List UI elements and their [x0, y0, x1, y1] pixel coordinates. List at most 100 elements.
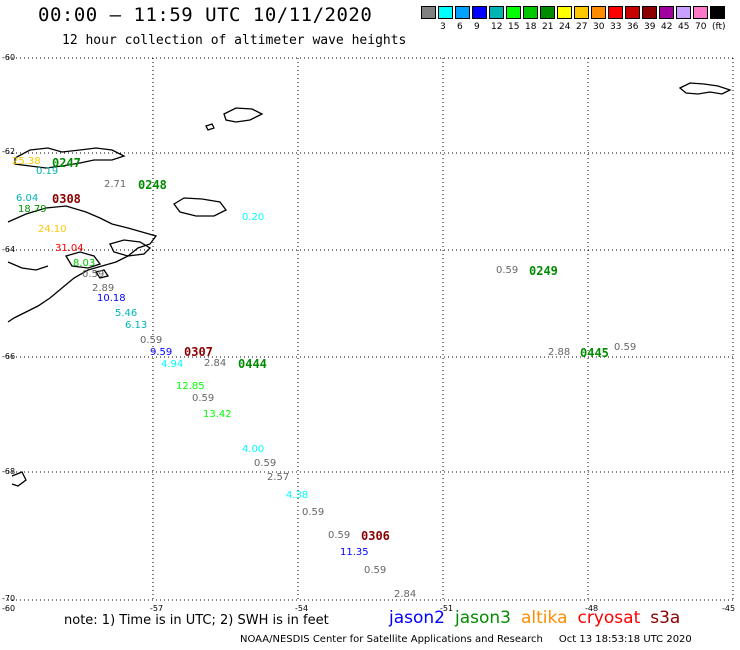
satellite-name: jason2: [389, 608, 445, 628]
legend-label: 36: [627, 22, 639, 32]
lat-label: -68: [2, 467, 16, 476]
legend-label: 39: [644, 22, 656, 32]
south-orkney-fragment: [11, 471, 27, 487]
legend-label: 18: [525, 22, 537, 32]
lon-label: -54: [295, 604, 309, 613]
wave-height-value: 4.38: [286, 490, 309, 501]
inland-coast: [7, 261, 49, 271]
credit-line: NOAA/NESDIS Center for Satellite Applica…: [240, 634, 692, 645]
legend-label: 15: [508, 22, 520, 32]
antarctic-peninsula-tip: [7, 205, 158, 323]
wave-height-value: 0.19: [36, 166, 59, 177]
credit-text: NOAA/NESDIS Center for Satellite Applica…: [240, 634, 543, 645]
joinville-island: [173, 197, 227, 217]
satellite-name: jason3: [455, 608, 511, 628]
pass-time-label: 0248: [138, 178, 167, 192]
wave-height-value: 0.20: [242, 212, 265, 223]
legend-label: 12: [491, 22, 503, 32]
dundee-island: [109, 239, 152, 257]
legend-label: 45: [678, 22, 690, 32]
legend-label: 30: [593, 22, 605, 32]
wave-height-value: 0.59: [328, 530, 351, 541]
wave-height-value: 4.94: [161, 359, 184, 370]
legend-label: 21: [542, 22, 554, 32]
legend-label: 27: [576, 22, 588, 32]
lon-label: -45: [722, 604, 736, 613]
wave-height-value: 18.79: [18, 204, 47, 215]
legend-swatch: [472, 6, 487, 19]
legend-swatch: [625, 6, 640, 19]
wave-height-value: 2.71: [104, 179, 127, 190]
james-ross-island: [65, 251, 102, 269]
wave-height-value: 25.38: [12, 156, 41, 167]
pass-time-label: 0247: [52, 156, 81, 170]
wave-height-value: 0.59: [192, 393, 215, 404]
legend-label: 6: [457, 22, 463, 32]
wave-height-value: 0.59: [302, 507, 325, 518]
wave-height-value: 0.59: [140, 335, 163, 346]
wave-height-value: 9.59: [150, 347, 173, 358]
lon-label: -60: [2, 604, 16, 613]
legend-swatch: [608, 6, 623, 19]
pass-time-label: 0307: [184, 345, 213, 359]
wave-height-value: 2.57: [267, 472, 290, 483]
footnote: note: 1) Time is in UTC; 2) SWH is in fe…: [64, 613, 329, 628]
pass-time-label: 0308: [52, 192, 81, 206]
generation-timestamp: Oct 13 18:53:18 UTC 2020: [558, 634, 692, 645]
legend-swatch: [693, 6, 708, 19]
wave-height-value: 0.59: [82, 269, 105, 280]
legend-label: 24: [559, 22, 571, 32]
legend-swatch: [676, 6, 691, 19]
wave-height-value: 5.46: [115, 308, 138, 319]
wave-height-value: 2.88: [548, 347, 571, 358]
legend-swatch: [455, 6, 470, 19]
coastline: [7, 82, 732, 487]
pass-time-label: 0306: [361, 529, 390, 543]
wave-height-value: 6.13: [125, 320, 148, 331]
legend-label: 33: [610, 22, 622, 32]
lat-label: -60: [2, 53, 16, 62]
satellite-name: cryosat: [577, 608, 641, 628]
wave-height-value: 11.35: [340, 547, 369, 558]
wave-height-value: 8.03: [73, 258, 96, 269]
snow-hill-island: [94, 269, 110, 279]
legend-swatch: [438, 6, 453, 19]
satellite-key: jason2 jason3 altika cryosat s3a: [389, 608, 690, 628]
legend-swatch: [540, 6, 555, 19]
legend-swatch: [557, 6, 572, 19]
legend-swatch: [642, 6, 657, 19]
legend-swatch: [710, 6, 725, 19]
lat-label: -62: [2, 147, 16, 156]
legend-swatch: [421, 6, 436, 19]
legend-label: (ft): [712, 22, 726, 32]
legend-label: 9: [474, 22, 480, 32]
wave-height-value: 24.10: [38, 224, 67, 235]
wave-height-value: 4.00: [242, 444, 265, 455]
pass-time-label: 0249: [529, 264, 558, 278]
small-island: [223, 107, 264, 123]
legend-swatch: [523, 6, 538, 19]
lat-label: -70: [2, 594, 16, 603]
wave-height-value: 2.89: [92, 283, 115, 294]
lat-label: -64: [2, 245, 16, 254]
legend-label: 70: [695, 22, 707, 32]
wave-height-value: 12.85: [176, 381, 205, 392]
lat-label: -66: [2, 352, 16, 361]
wave-height-value: 13.42: [203, 409, 232, 420]
lon-label: -57: [150, 604, 164, 613]
satellite-name: s3a: [650, 608, 681, 628]
legend-label: 42: [661, 22, 673, 32]
satellite-name: altika: [521, 608, 568, 628]
legend-swatch: [659, 6, 674, 19]
wave-height-value: 0.59: [254, 458, 277, 469]
pass-time-label: 0444: [238, 357, 267, 371]
legend-swatch: [574, 6, 589, 19]
elephant-island: [678, 82, 732, 95]
lon-label: -51: [440, 604, 454, 613]
lon-label: -48: [585, 604, 599, 613]
graticule-grid: [8, 57, 734, 601]
wave-height-value: 10.18: [97, 293, 126, 304]
legend-swatch: [506, 6, 521, 19]
legend-swatch: [591, 6, 606, 19]
